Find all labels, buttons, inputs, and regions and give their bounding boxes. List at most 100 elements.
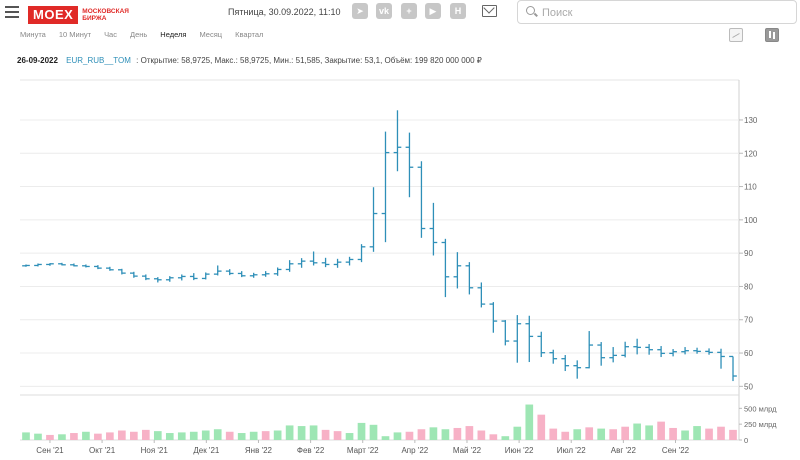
- tab-hour[interactable]: Час: [104, 30, 117, 39]
- ohlc-bar: [58, 262, 66, 266]
- ohlc-bar: [106, 266, 114, 271]
- moex-logo[interactable]: MOEX МОСКОВСКАЯ БИРЖА: [28, 6, 129, 24]
- search-box[interactable]: [517, 0, 797, 24]
- search-input[interactable]: [540, 4, 784, 22]
- volume-bar: [681, 430, 689, 440]
- line-chart-toggle-icon[interactable]: [729, 28, 743, 42]
- ohlc-bar: [82, 264, 90, 268]
- price-tick-label: 120: [744, 149, 758, 158]
- ohlc-bar: [573, 360, 582, 379]
- info-date: 26-09-2022: [17, 56, 58, 65]
- tab-day[interactable]: День: [129, 30, 148, 39]
- volume-bar: [34, 433, 42, 440]
- info-ohlc: : Открытие: 58,9725, Макс.: 58,9725, Мин…: [136, 56, 482, 65]
- price-tick-label: 60: [744, 349, 753, 358]
- ohlc-bar: [441, 238, 450, 298]
- current-datetime: Пятница, 30.09.2022, 11:10: [228, 7, 341, 17]
- tab-quarter[interactable]: Квартал: [235, 30, 264, 39]
- ohlc-bar: [237, 271, 246, 278]
- price-tick-label: 70: [744, 316, 753, 325]
- volume-bar: [381, 436, 390, 440]
- ohlc-bar: [369, 187, 378, 252]
- ohlc-bar: [213, 265, 222, 276]
- volume-bar: [693, 426, 701, 440]
- info-ticker[interactable]: EUR_RUB__TOM: [66, 56, 131, 65]
- volume-bar: [177, 432, 186, 440]
- volume-bar: [477, 430, 486, 440]
- ohlc-bar: [297, 258, 306, 268]
- volume-bar: [46, 434, 54, 440]
- ohlc-bar: [705, 348, 713, 355]
- tab-month[interactable]: Месяц: [199, 30, 223, 39]
- volume-bar: [549, 428, 558, 440]
- ohlc-bar: [549, 349, 558, 364]
- ohlc-bar: [489, 302, 498, 333]
- x-axis-label: Июн '22: [505, 446, 534, 455]
- plus-icon[interactable]: +: [401, 3, 417, 19]
- volume-bar: [453, 427, 462, 440]
- telegram-icon[interactable]: ➤: [352, 3, 368, 19]
- ohlc-bar: [46, 263, 54, 266]
- volume-bar: [141, 429, 150, 440]
- ohlc-bar: [597, 342, 606, 366]
- ohlc-bar: [657, 346, 665, 358]
- x-axis-label: Май '22: [453, 446, 482, 455]
- tab-week[interactable]: Неделя: [160, 30, 187, 39]
- price-tick-label: 100: [744, 216, 758, 225]
- volume-bar: [465, 426, 474, 440]
- youtube-icon[interactable]: ▶: [425, 3, 441, 19]
- volume-bar: [70, 433, 78, 440]
- volume-bar: [345, 433, 354, 440]
- volume-bar: [537, 414, 546, 440]
- vk-icon[interactable]: vk: [376, 3, 392, 19]
- candle-chart-toggle-icon[interactable]: [765, 28, 779, 42]
- ohlc-bar: [22, 264, 30, 267]
- volume-bar: [585, 427, 594, 440]
- price-tick-label: 130: [744, 116, 758, 125]
- tab-10-minutes[interactable]: 10 Минут: [58, 30, 92, 39]
- ohlc-bar: [513, 315, 522, 363]
- volume-tick-label: 250 млрд: [744, 420, 777, 429]
- ohlc-bar: [669, 349, 677, 357]
- search-icon: [526, 6, 535, 15]
- ohlc-info-line: 26-09-2022 EUR_RUB__TOM : Открытие: 58,9…: [17, 56, 482, 65]
- menu-icon[interactable]: [5, 6, 19, 18]
- volume-bar: [561, 431, 570, 440]
- volume-bar: [261, 431, 270, 440]
- volume-bar: [705, 428, 713, 440]
- volume-bar: [249, 431, 258, 440]
- logo-sub: МОСКОВСКАЯ БИРЖА: [82, 8, 129, 22]
- mail-icon[interactable]: [482, 5, 497, 17]
- volume-tick-label: 500 млрд: [744, 404, 777, 413]
- price-tick-label: 50: [744, 382, 753, 391]
- x-axis-label: Дек '21: [193, 446, 220, 455]
- ohlc-bar: [645, 344, 653, 355]
- volume-tick-label: 0: [744, 436, 748, 445]
- volume-bar: [321, 429, 330, 440]
- price-tick-label: 80: [744, 282, 753, 291]
- volume-bar: [717, 426, 725, 440]
- volume-bar: [201, 430, 210, 440]
- volume-bar: [405, 431, 414, 440]
- ohlc-bar: [261, 271, 270, 277]
- ohlc-bar: [70, 263, 78, 267]
- ohlc-bar: [357, 244, 366, 263]
- volume-bar: [213, 429, 222, 440]
- volume-bar: [657, 421, 665, 440]
- h-icon[interactable]: H: [450, 3, 466, 19]
- volume-bar: [417, 429, 426, 440]
- ohlc-bar: [429, 202, 438, 256]
- tab-minute[interactable]: Минута: [20, 30, 46, 39]
- ohlc-bar: [130, 271, 138, 278]
- x-axis-label: Окт '21: [89, 446, 116, 455]
- volume-bar: [285, 425, 294, 440]
- volume-bar: [357, 422, 366, 440]
- ohlc-bar: [285, 260, 294, 272]
- ohlc-bar: [621, 341, 629, 358]
- price-tick-label: 90: [744, 249, 753, 258]
- ohlc-bar: [585, 331, 594, 369]
- volume-bar: [609, 429, 618, 440]
- volume-bar: [441, 429, 450, 440]
- ohlc-bar: [321, 257, 330, 268]
